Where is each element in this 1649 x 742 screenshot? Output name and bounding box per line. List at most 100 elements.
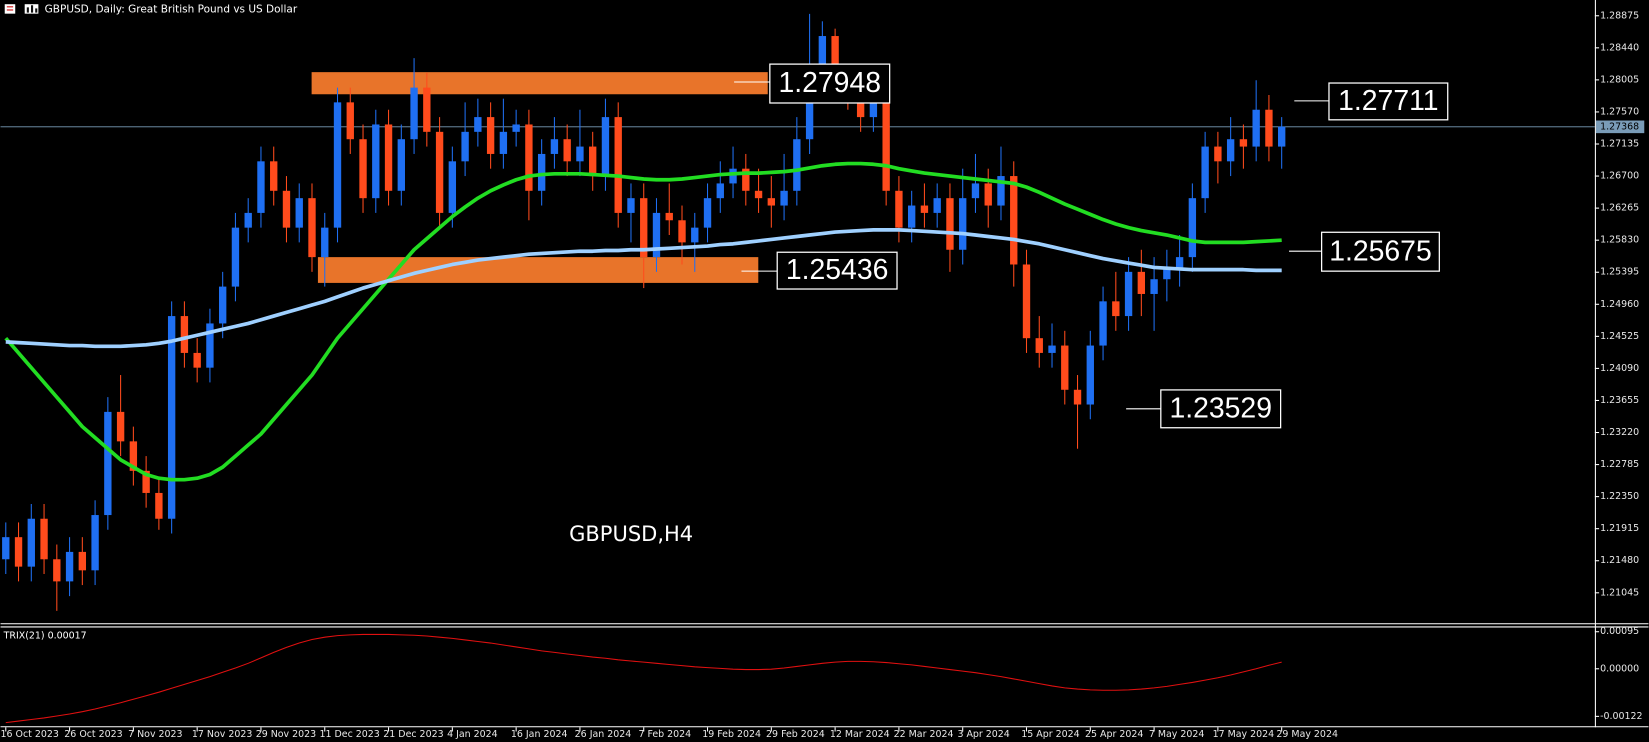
candle-body xyxy=(359,139,367,199)
candle-body xyxy=(1061,345,1069,390)
indicator-panel: 0.00095 0.00000 -0.00122 xyxy=(5,626,1643,724)
y-tick-label: 1.27570 xyxy=(1600,106,1639,117)
candle-body xyxy=(1035,338,1043,353)
candle-body xyxy=(295,198,303,228)
candle-body xyxy=(423,87,431,132)
candle-body xyxy=(486,117,495,154)
candle-body xyxy=(167,316,176,519)
x-tick-label: 7 May 2024 xyxy=(1149,729,1205,740)
y-tick-label: 1.25830 xyxy=(1600,235,1639,246)
x-tick-label: 3 Apr 2024 xyxy=(957,729,1009,740)
annotation-label: 1.27711 xyxy=(1338,85,1438,117)
x-tick-label: 7 Feb 2024 xyxy=(638,729,691,740)
candle-body xyxy=(1048,345,1056,353)
x-tick-label: 29 May 2024 xyxy=(1276,729,1338,740)
annotation-label: 1.23529 xyxy=(1169,392,1272,424)
x-tick-label: 15 Apr 2024 xyxy=(1021,729,1079,740)
last-price-label: 1.27368 xyxy=(1600,121,1639,132)
y-tick-label: 1.28875 xyxy=(1600,10,1639,21)
y-tick-label: 0.00095 xyxy=(1600,626,1639,637)
y-tick-label: 1.26265 xyxy=(1600,203,1639,214)
x-tick-label: 22 Mar 2024 xyxy=(894,729,954,740)
y-tick-label: 1.24090 xyxy=(1600,363,1639,374)
candle-body xyxy=(448,161,457,213)
candle-body xyxy=(1137,271,1146,294)
candle-body xyxy=(78,551,87,571)
candle-body xyxy=(959,198,967,250)
candle-body xyxy=(27,518,35,567)
x-tick-label: 17 May 2024 xyxy=(1213,729,1275,740)
candle-body xyxy=(1073,389,1082,405)
candle-body xyxy=(474,117,482,132)
x-tick-label: 4 Jan 2024 xyxy=(447,729,498,740)
x-tick-label: 12 Mar 2024 xyxy=(830,729,890,740)
x-tick-label: 26 Jan 2024 xyxy=(575,729,632,740)
candle-body xyxy=(716,183,724,199)
annotation-box xyxy=(769,63,891,104)
candle-body xyxy=(219,286,227,324)
candle-body xyxy=(576,146,584,162)
candle-body xyxy=(971,183,980,199)
candle-body xyxy=(525,124,533,191)
indicator-title: TRIX(21) 0.00017 xyxy=(3,630,87,641)
x-tick-label: 29 Feb 2024 xyxy=(766,729,825,740)
x-tick-label: 11 Dec 2023 xyxy=(319,729,379,740)
candle-body xyxy=(563,139,571,162)
annotation-label: 1.27948 xyxy=(778,67,881,99)
annotation-box xyxy=(1320,231,1440,272)
candle-body xyxy=(372,124,380,199)
candle-body xyxy=(155,492,163,519)
candle-body xyxy=(384,124,393,191)
zone xyxy=(317,257,759,283)
candle-body xyxy=(920,205,929,213)
x-tick-label: 17 Nov 2023 xyxy=(192,729,252,740)
candle-body xyxy=(206,323,214,368)
candle-body xyxy=(142,470,150,493)
candle-body xyxy=(614,117,622,213)
candle-body xyxy=(2,537,10,560)
candle-body xyxy=(53,559,61,582)
y-tick-label: 1.23655 xyxy=(1600,395,1639,406)
candle-body xyxy=(257,161,265,213)
candle-body xyxy=(1010,176,1018,265)
candle-body xyxy=(104,411,112,516)
indicator-line xyxy=(5,633,1282,724)
annotation-label: 1.25436 xyxy=(786,254,889,286)
candle-body xyxy=(129,441,138,471)
candle-body xyxy=(1265,109,1273,147)
candle-body xyxy=(882,87,890,191)
candle-body xyxy=(91,515,99,571)
candle-body xyxy=(754,190,763,199)
y-tick-label: -0.00122 xyxy=(1600,711,1642,722)
annotation-box xyxy=(1160,389,1282,429)
price-panel: 1.28875 1.28440 1.28005 1.27570 1.27135 1.267… xyxy=(1,10,1645,740)
candle-body xyxy=(282,190,291,228)
candle-body xyxy=(40,518,48,560)
candle-body xyxy=(244,212,252,228)
candle-body xyxy=(231,227,240,287)
y-tick-label: 0.00000 xyxy=(1600,663,1639,674)
candle-body xyxy=(729,168,737,184)
candle-body xyxy=(984,183,992,206)
y-tick-label: 1.23220 xyxy=(1600,427,1639,438)
y-tick-label: 1.27135 xyxy=(1600,138,1639,149)
candle-body xyxy=(1226,139,1235,162)
candle-body xyxy=(1112,301,1120,317)
candle-body xyxy=(1175,257,1184,269)
candle-body xyxy=(997,176,1005,206)
candle-body xyxy=(308,198,316,258)
candle-body xyxy=(1201,146,1209,199)
candle-body xyxy=(333,102,342,228)
annotation-box xyxy=(1328,82,1449,121)
x-tick-label: 29 Nov 2023 xyxy=(256,729,316,740)
x-tick-label: 16 Jan 2024 xyxy=(511,729,568,740)
candle-body xyxy=(180,316,189,353)
candle-body xyxy=(907,205,916,228)
candle-body xyxy=(397,139,405,191)
candle-body xyxy=(767,198,775,206)
y-tick-label: 1.21480 xyxy=(1600,555,1639,566)
candle-body xyxy=(193,352,201,368)
candle-body xyxy=(589,146,597,177)
candle-body xyxy=(537,153,546,191)
